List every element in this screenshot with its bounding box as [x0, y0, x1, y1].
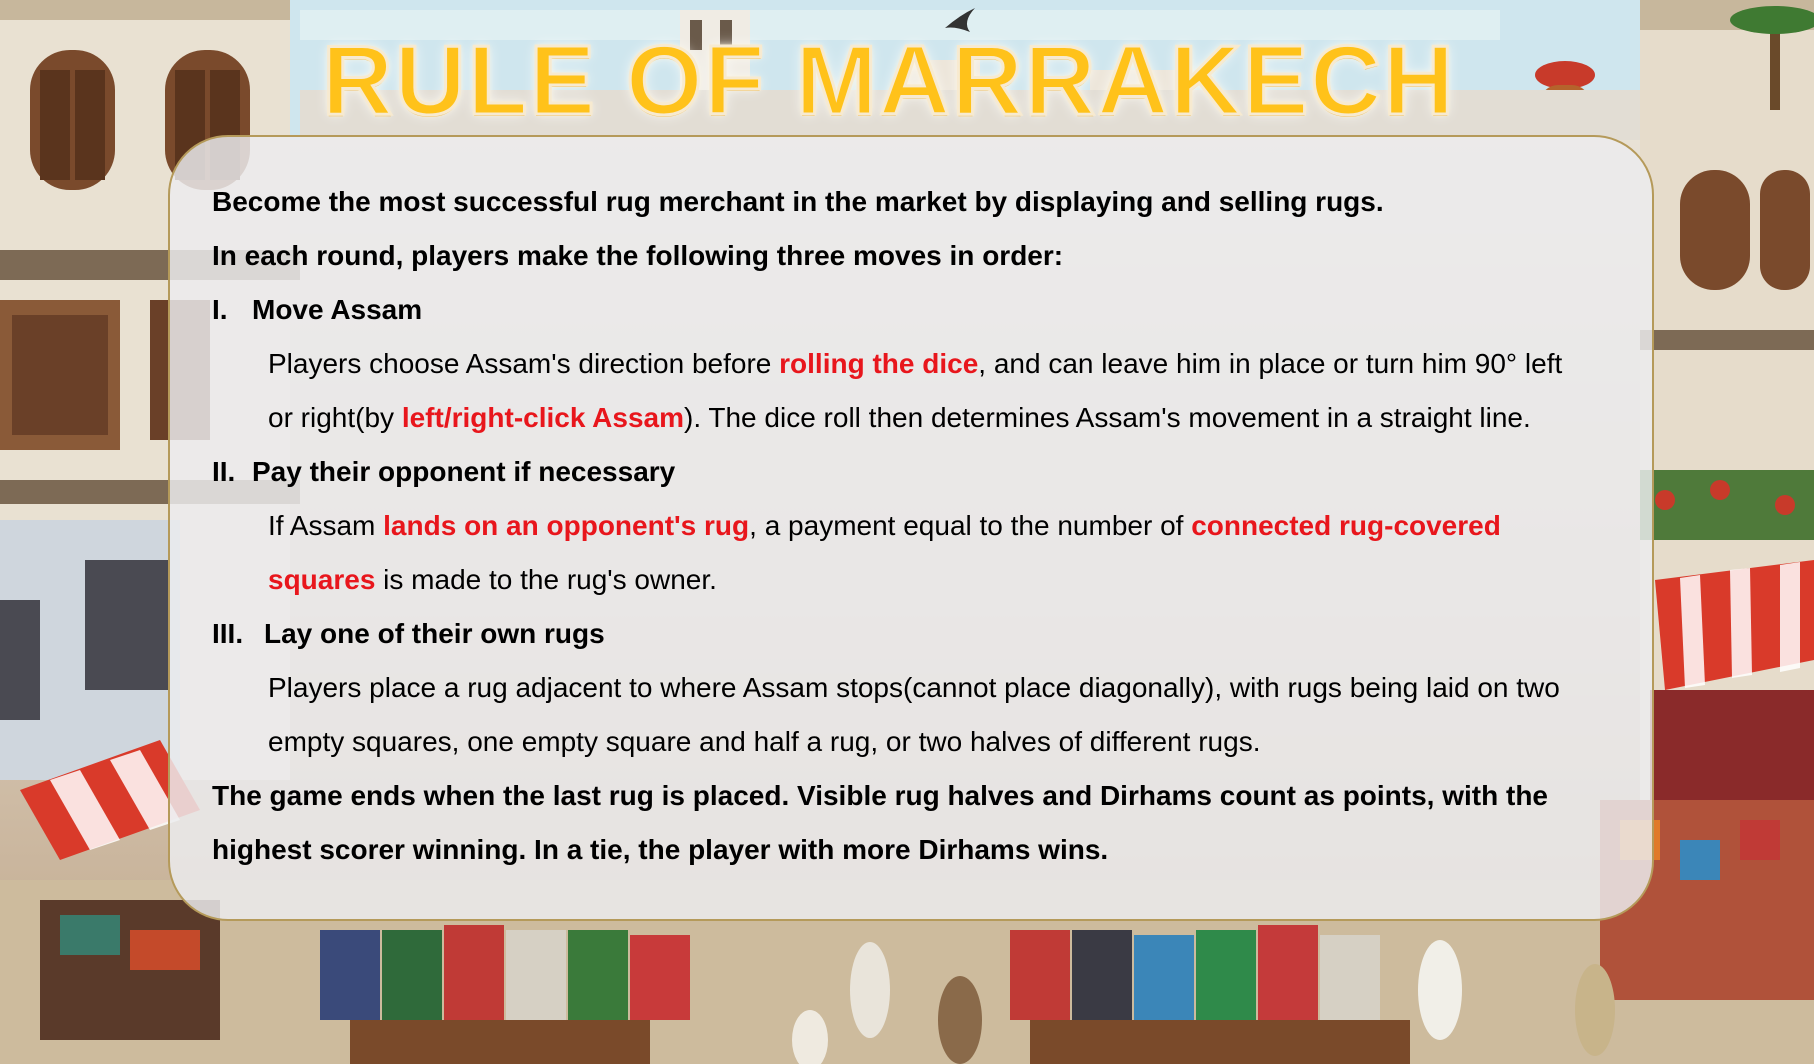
- step-3-number: III.: [212, 618, 244, 649]
- step-2-title: Pay their opponent if necessary: [252, 456, 676, 487]
- step-1-heading: I. Move Assam: [212, 283, 1612, 337]
- ending-text-line-2: highest scorer winning. In a tie, the pl…: [212, 834, 1109, 865]
- step-2-text-line-1: If Assam lands on an opponent's rug, a p…: [212, 499, 1612, 553]
- step-1-text: Players choose Assam's direction before: [268, 348, 780, 379]
- step-2-text: is made to the rug's owner.: [375, 564, 717, 595]
- step-1-text: , and can leave him in place or turn him…: [978, 348, 1563, 379]
- rules-panel: Become the most successful rug merchant …: [168, 135, 1654, 921]
- highlight-click-assam: left/right-click Assam: [401, 402, 684, 433]
- intro-round-moves: In each round, players make the followin…: [212, 240, 1064, 271]
- step-2-text-line-2: squares is made to the rug's owner.: [212, 553, 1612, 607]
- highlight-opponent-rug: lands on an opponent's rug: [383, 510, 750, 541]
- intro-objective: Become the most successful rug merchant …: [212, 186, 1384, 217]
- step-1-text-line-2: or right(by left/right-click Assam). The…: [212, 391, 1612, 445]
- step-3-text-line-2: empty squares, one empty square and half…: [268, 726, 1261, 757]
- page-title: RULE OF MARRAKECH: [321, 25, 1456, 135]
- step-1-number: I.: [212, 294, 228, 325]
- step-1-title: Move Assam: [252, 294, 423, 325]
- highlight-squares: squares: [268, 564, 376, 595]
- step-3-heading: III. Lay one of their own rugs: [212, 607, 1612, 661]
- highlight-rolling-dice: rolling the dice: [779, 348, 979, 379]
- step-2-text: , a payment equal to the number of: [749, 510, 1192, 541]
- step-2-heading: II. Pay their opponent if necessary: [212, 445, 1612, 499]
- ending-text-line-1: The game ends when the last rug is place…: [212, 780, 1549, 811]
- highlight-connected-squares: connected rug-covered: [1191, 510, 1501, 541]
- step-1-text: or right(by: [268, 402, 402, 433]
- step-3-title: Lay one of their own rugs: [264, 618, 605, 649]
- step-2-number: II.: [212, 456, 236, 487]
- step-1-text: ). The dice roll then determines Assam's…: [684, 402, 1531, 433]
- step-1-text-line-1: Players choose Assam's direction before …: [212, 337, 1612, 391]
- step-2-text: If Assam: [268, 510, 384, 541]
- step-3-text-line-1: Players place a rug adjacent to where As…: [268, 672, 1560, 703]
